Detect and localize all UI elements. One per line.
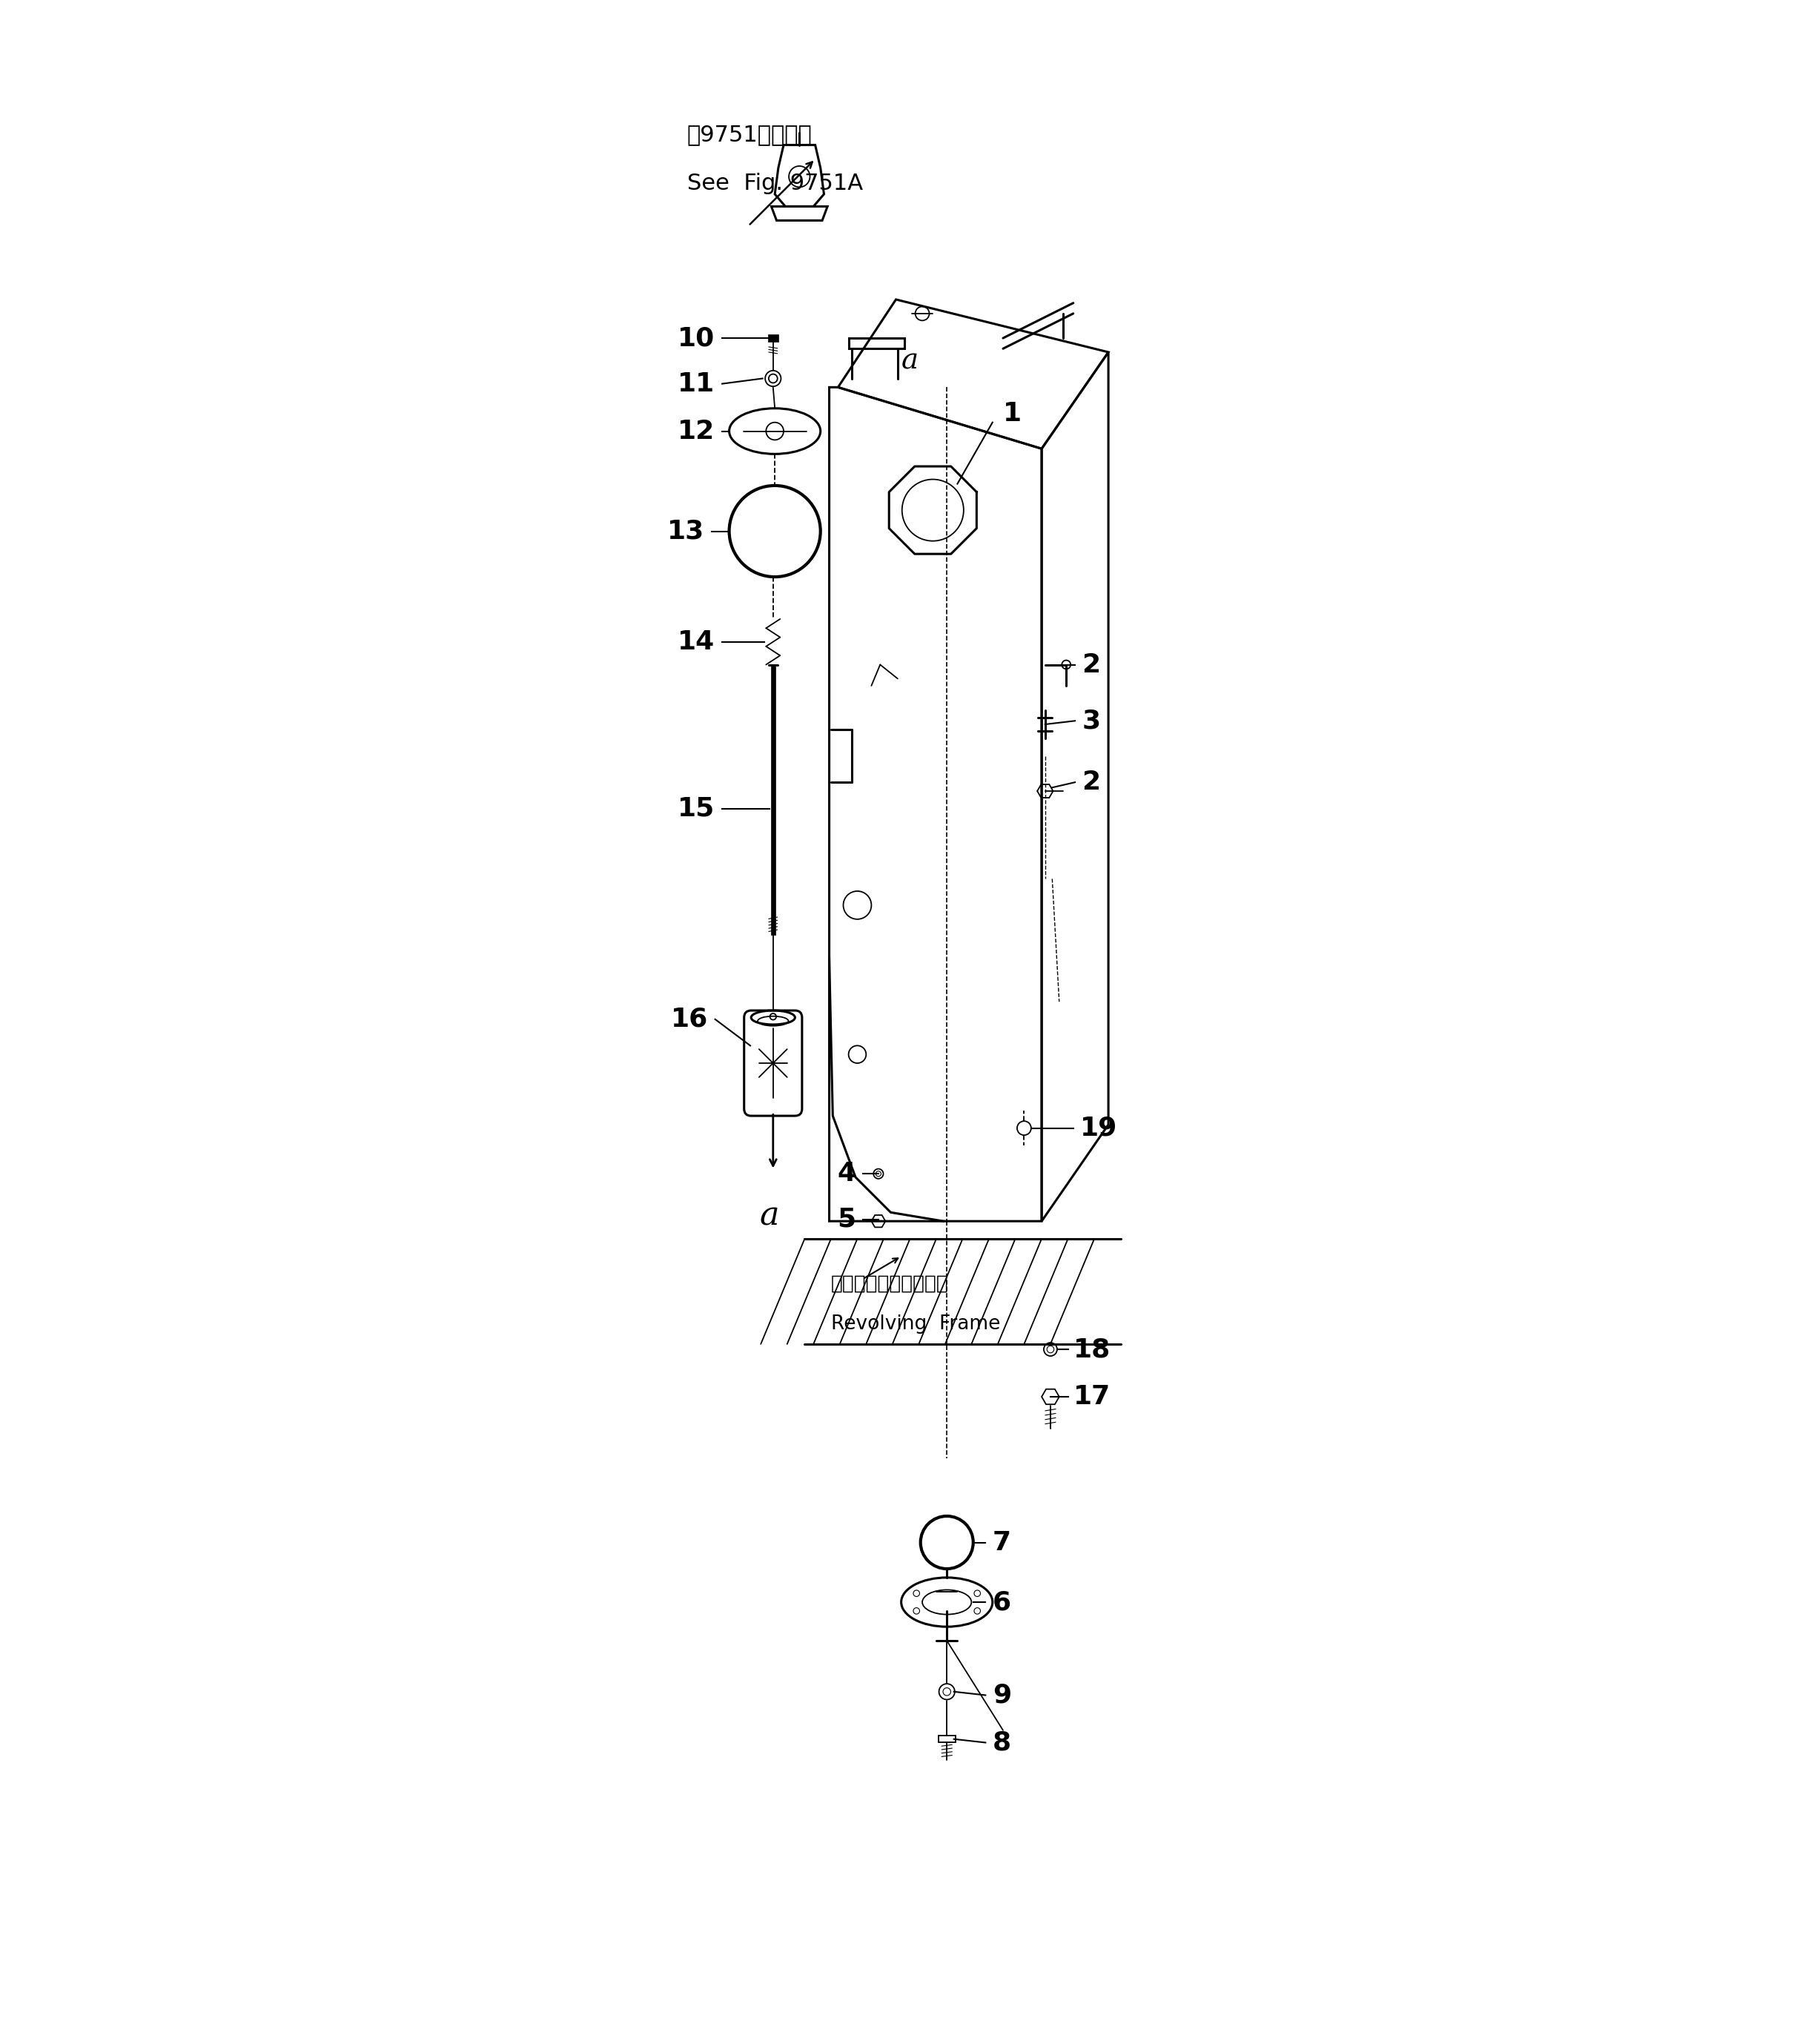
Text: 7: 7 bbox=[992, 1530, 1012, 1554]
Text: 5: 5 bbox=[837, 1207, 855, 1233]
Text: 4: 4 bbox=[837, 1162, 855, 1186]
Text: See  Fig. 9751A: See Fig. 9751A bbox=[686, 174, 863, 194]
Text: 18: 18 bbox=[1074, 1336, 1110, 1362]
Text: 15: 15 bbox=[677, 796, 715, 821]
Text: 1: 1 bbox=[1003, 400, 1021, 426]
Text: 12: 12 bbox=[677, 418, 715, 445]
Text: a: a bbox=[759, 1200, 779, 1233]
Text: 2: 2 bbox=[1083, 653, 1101, 677]
Circle shape bbox=[1061, 661, 1070, 669]
Text: 19: 19 bbox=[1081, 1116, 1117, 1140]
Bar bbox=[772, 665, 775, 936]
Text: Revolving  Frame: Revolving Frame bbox=[832, 1314, 1001, 1334]
Text: 14: 14 bbox=[677, 629, 715, 655]
Text: 17: 17 bbox=[1074, 1384, 1110, 1409]
FancyBboxPatch shape bbox=[768, 335, 779, 342]
Text: 6: 6 bbox=[992, 1591, 1012, 1615]
Text: レボルビングフレーム: レボルビングフレーム bbox=[832, 1273, 948, 1293]
Text: 8: 8 bbox=[992, 1730, 1012, 1754]
Text: 13: 13 bbox=[668, 519, 704, 544]
Text: 9: 9 bbox=[992, 1683, 1012, 1708]
Text: 3: 3 bbox=[1083, 707, 1101, 734]
Text: 第9751Ａ図参照: 第9751Ａ図参照 bbox=[686, 123, 812, 146]
Text: 16: 16 bbox=[672, 1006, 708, 1033]
Text: a: a bbox=[901, 348, 919, 374]
Text: 10: 10 bbox=[677, 325, 715, 352]
Text: 2: 2 bbox=[1083, 770, 1101, 794]
Text: 11: 11 bbox=[677, 372, 715, 396]
